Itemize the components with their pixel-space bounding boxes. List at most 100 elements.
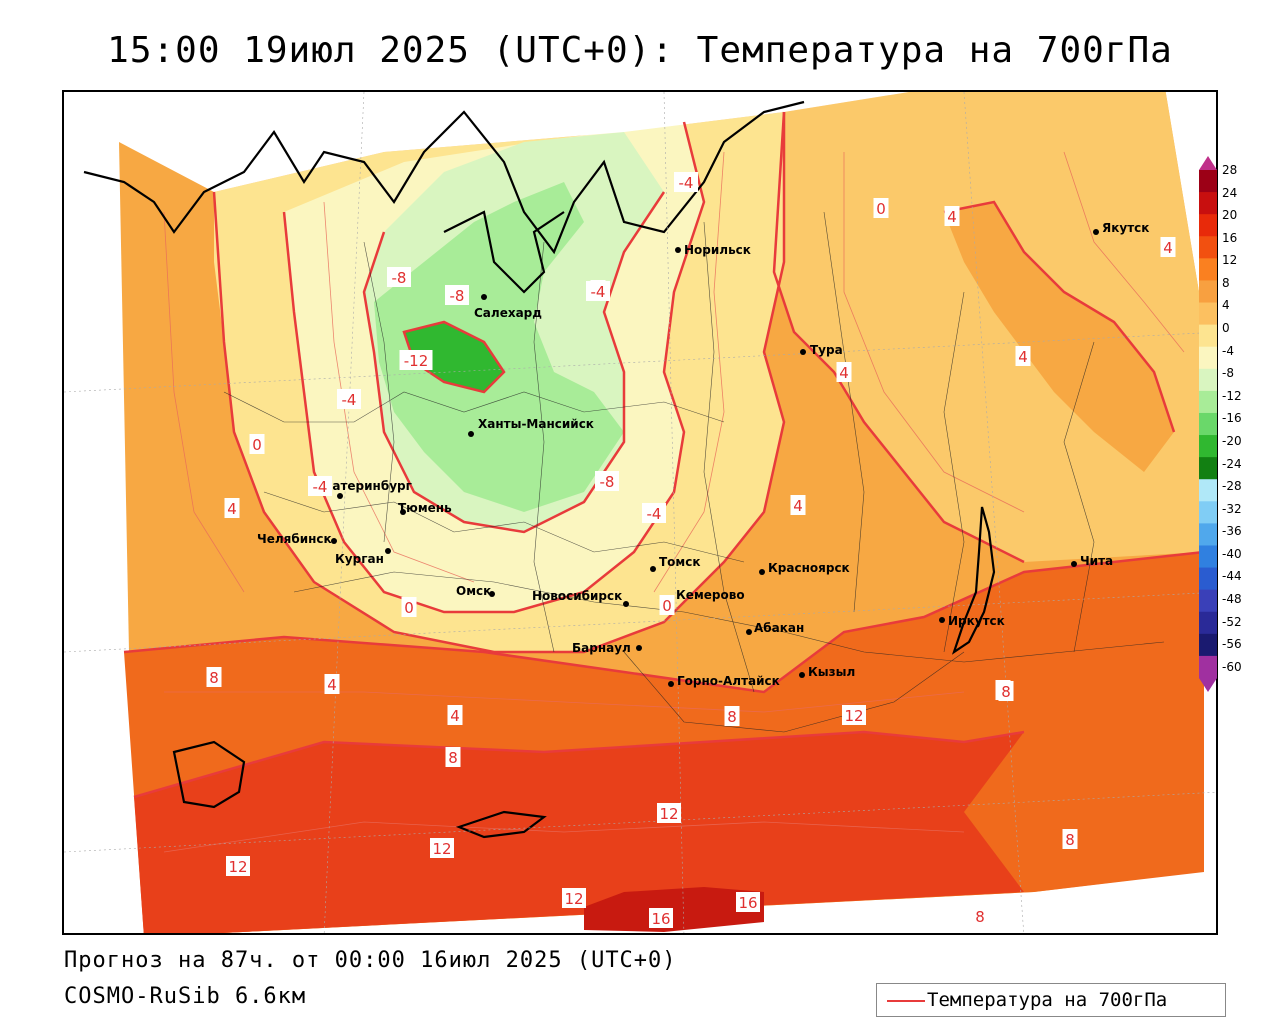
colorbar-swatch	[1199, 302, 1217, 326]
svg-text:8: 8	[975, 908, 985, 926]
city-tyumen: Тюмень	[398, 501, 452, 515]
svg-text:4: 4	[450, 707, 460, 725]
svg-text:-4: -4	[647, 505, 662, 523]
isotherm-label: -12	[399, 350, 433, 370]
isotherm-label: 4	[224, 498, 240, 518]
colorbar-swatch	[1199, 368, 1217, 392]
svg-text:Курган: Курган	[335, 552, 384, 566]
isotherm-label: 4	[1160, 237, 1176, 257]
isotherm-label: -4	[586, 281, 610, 301]
svg-text:-4: -4	[342, 391, 357, 409]
svg-text:Абакан: Абакан	[754, 621, 804, 635]
colorbar-swatch	[1199, 258, 1217, 281]
svg-text:Барнаул: Барнаул	[572, 641, 631, 655]
isotherm-label: -4	[337, 389, 361, 409]
svg-text:12: 12	[564, 890, 583, 908]
svg-text:Салехард: Салехард	[474, 306, 542, 320]
cities-layer: Норильск Якутск Салехард Тура Ханты-Манс…	[257, 221, 1149, 688]
colorbar-swatch	[1199, 236, 1217, 259]
svg-text:4: 4	[839, 364, 849, 382]
colorbar-tick-label: 8	[1222, 275, 1230, 290]
svg-text:-12: -12	[404, 352, 429, 370]
model-name: COSMO-RuSib 6.6км	[64, 984, 307, 1009]
colorbar-tick-label: -44	[1222, 569, 1242, 584]
colorbar-swatch	[1199, 435, 1217, 458]
isotherm-label: 8	[1062, 829, 1078, 849]
colorbar-tick-label: -12	[1222, 388, 1242, 403]
svg-text:Горно-Алтайск: Горно-Алтайск	[677, 674, 780, 688]
colorbar-swatch	[1199, 589, 1217, 613]
colorbar-tick-label: 0	[1222, 321, 1230, 336]
svg-text:0: 0	[662, 597, 672, 615]
colorbar-tick-label: -36	[1222, 524, 1242, 539]
temperature-map[interactable]: Норильск Якутск Салехард Тура Ханты-Манс…	[64, 92, 1218, 935]
colorbar-tick-label: -8	[1222, 366, 1234, 381]
svg-text:Екатеринбург: Екатеринбург	[316, 479, 412, 493]
city-tura: Тура	[800, 343, 843, 357]
isotherm-label: 12	[842, 705, 866, 725]
svg-text:Челябинск: Челябинск	[257, 532, 332, 546]
isotherm-label: -4	[674, 172, 698, 192]
city-irkutsk: Иркутск	[939, 614, 1005, 628]
svg-text:0: 0	[876, 200, 886, 218]
isotherm-label: 12	[562, 888, 586, 908]
svg-text:Якутск: Якутск	[1102, 221, 1149, 235]
legend-line-swatch	[887, 1000, 925, 1002]
colorbar-swatch	[1199, 280, 1217, 304]
svg-text:4: 4	[1018, 348, 1028, 366]
colorbar-swatch	[1199, 523, 1217, 546]
colorbar-top-arrow	[1199, 156, 1217, 170]
svg-text:8: 8	[1001, 683, 1011, 701]
isotherm-label: -4	[308, 476, 332, 496]
city-yakutsk: Якутск	[1093, 221, 1149, 235]
svg-text:4: 4	[793, 497, 803, 515]
colorbar-tick-label: 16	[1222, 230, 1238, 245]
city-tomsk: Томск	[650, 555, 701, 572]
warm-band-16	[584, 887, 764, 932]
svg-text:Норильск: Норильск	[684, 243, 751, 257]
admin-borders	[223, 211, 1165, 733]
forecast-info: Прогноз на 87ч. от 00:00 16июл 2025 (UTC…	[64, 948, 677, 973]
svg-text:12: 12	[844, 707, 863, 725]
city-chelyabinsk: Челябинск	[257, 532, 337, 546]
svg-text:Тюмень: Тюмень	[398, 501, 452, 515]
colorbar-swatch	[1199, 214, 1217, 237]
svg-text:8: 8	[1065, 831, 1075, 849]
isotherm-label: 12	[657, 803, 681, 823]
svg-text:Кызыл: Кызыл	[808, 665, 855, 679]
svg-text:8: 8	[209, 669, 219, 687]
map-panel[interactable]: Норильск Якутск Салехард Тура Ханты-Манс…	[62, 90, 1218, 935]
svg-text:12: 12	[228, 858, 247, 876]
colorbar-tick-label: -32	[1222, 501, 1242, 516]
colorbar-tick-label: 12	[1222, 253, 1238, 268]
city-abakan: Абакан	[746, 621, 804, 635]
colorbar-swatch	[1199, 412, 1217, 436]
svg-text:Томск: Томск	[659, 555, 701, 569]
svg-text:Омск: Омск	[456, 584, 491, 598]
colorbar-swatch	[1199, 324, 1217, 348]
city-barnaul: Барнаул	[572, 641, 642, 655]
svg-text:0: 0	[404, 599, 414, 617]
colorbar-swatch	[1199, 390, 1217, 414]
svg-text:-8: -8	[450, 287, 465, 305]
isotherm-labels: -4 0 4 4 4 -8 -8 -4 -12 -4 0 4 -8 -4 4 4 0 0 8 4 4 8 8 12 12 12 8 8…	[206, 172, 1176, 928]
colorbar-swatch	[1199, 192, 1217, 215]
svg-text:Новосибирск: Новосибирск	[532, 589, 622, 603]
isotherm-label: 16	[649, 908, 673, 928]
isotherm-label: 0	[249, 434, 265, 454]
colorbar-tick-label: -16	[1222, 411, 1242, 426]
legend-label: Температура на 700гПа	[927, 989, 1168, 1011]
svg-text:-4: -4	[313, 478, 328, 496]
city-kemerovo: Кемерово	[666, 588, 745, 602]
svg-text:4: 4	[947, 208, 957, 226]
city-gorno-altaysk: Горно-Алтайск	[668, 674, 780, 688]
warm-band-12	[134, 732, 1024, 933]
isotherm-label: 4	[1015, 346, 1031, 366]
colorbar-swatch	[1199, 611, 1217, 635]
svg-text:8: 8	[448, 749, 458, 767]
svg-text:-4: -4	[591, 283, 606, 301]
colorbar-swatch	[1199, 457, 1217, 480]
svg-text:8: 8	[727, 708, 737, 726]
map-legend: Температура на 700гПа	[876, 983, 1226, 1017]
colorbar-tick-label: -28	[1222, 479, 1242, 494]
